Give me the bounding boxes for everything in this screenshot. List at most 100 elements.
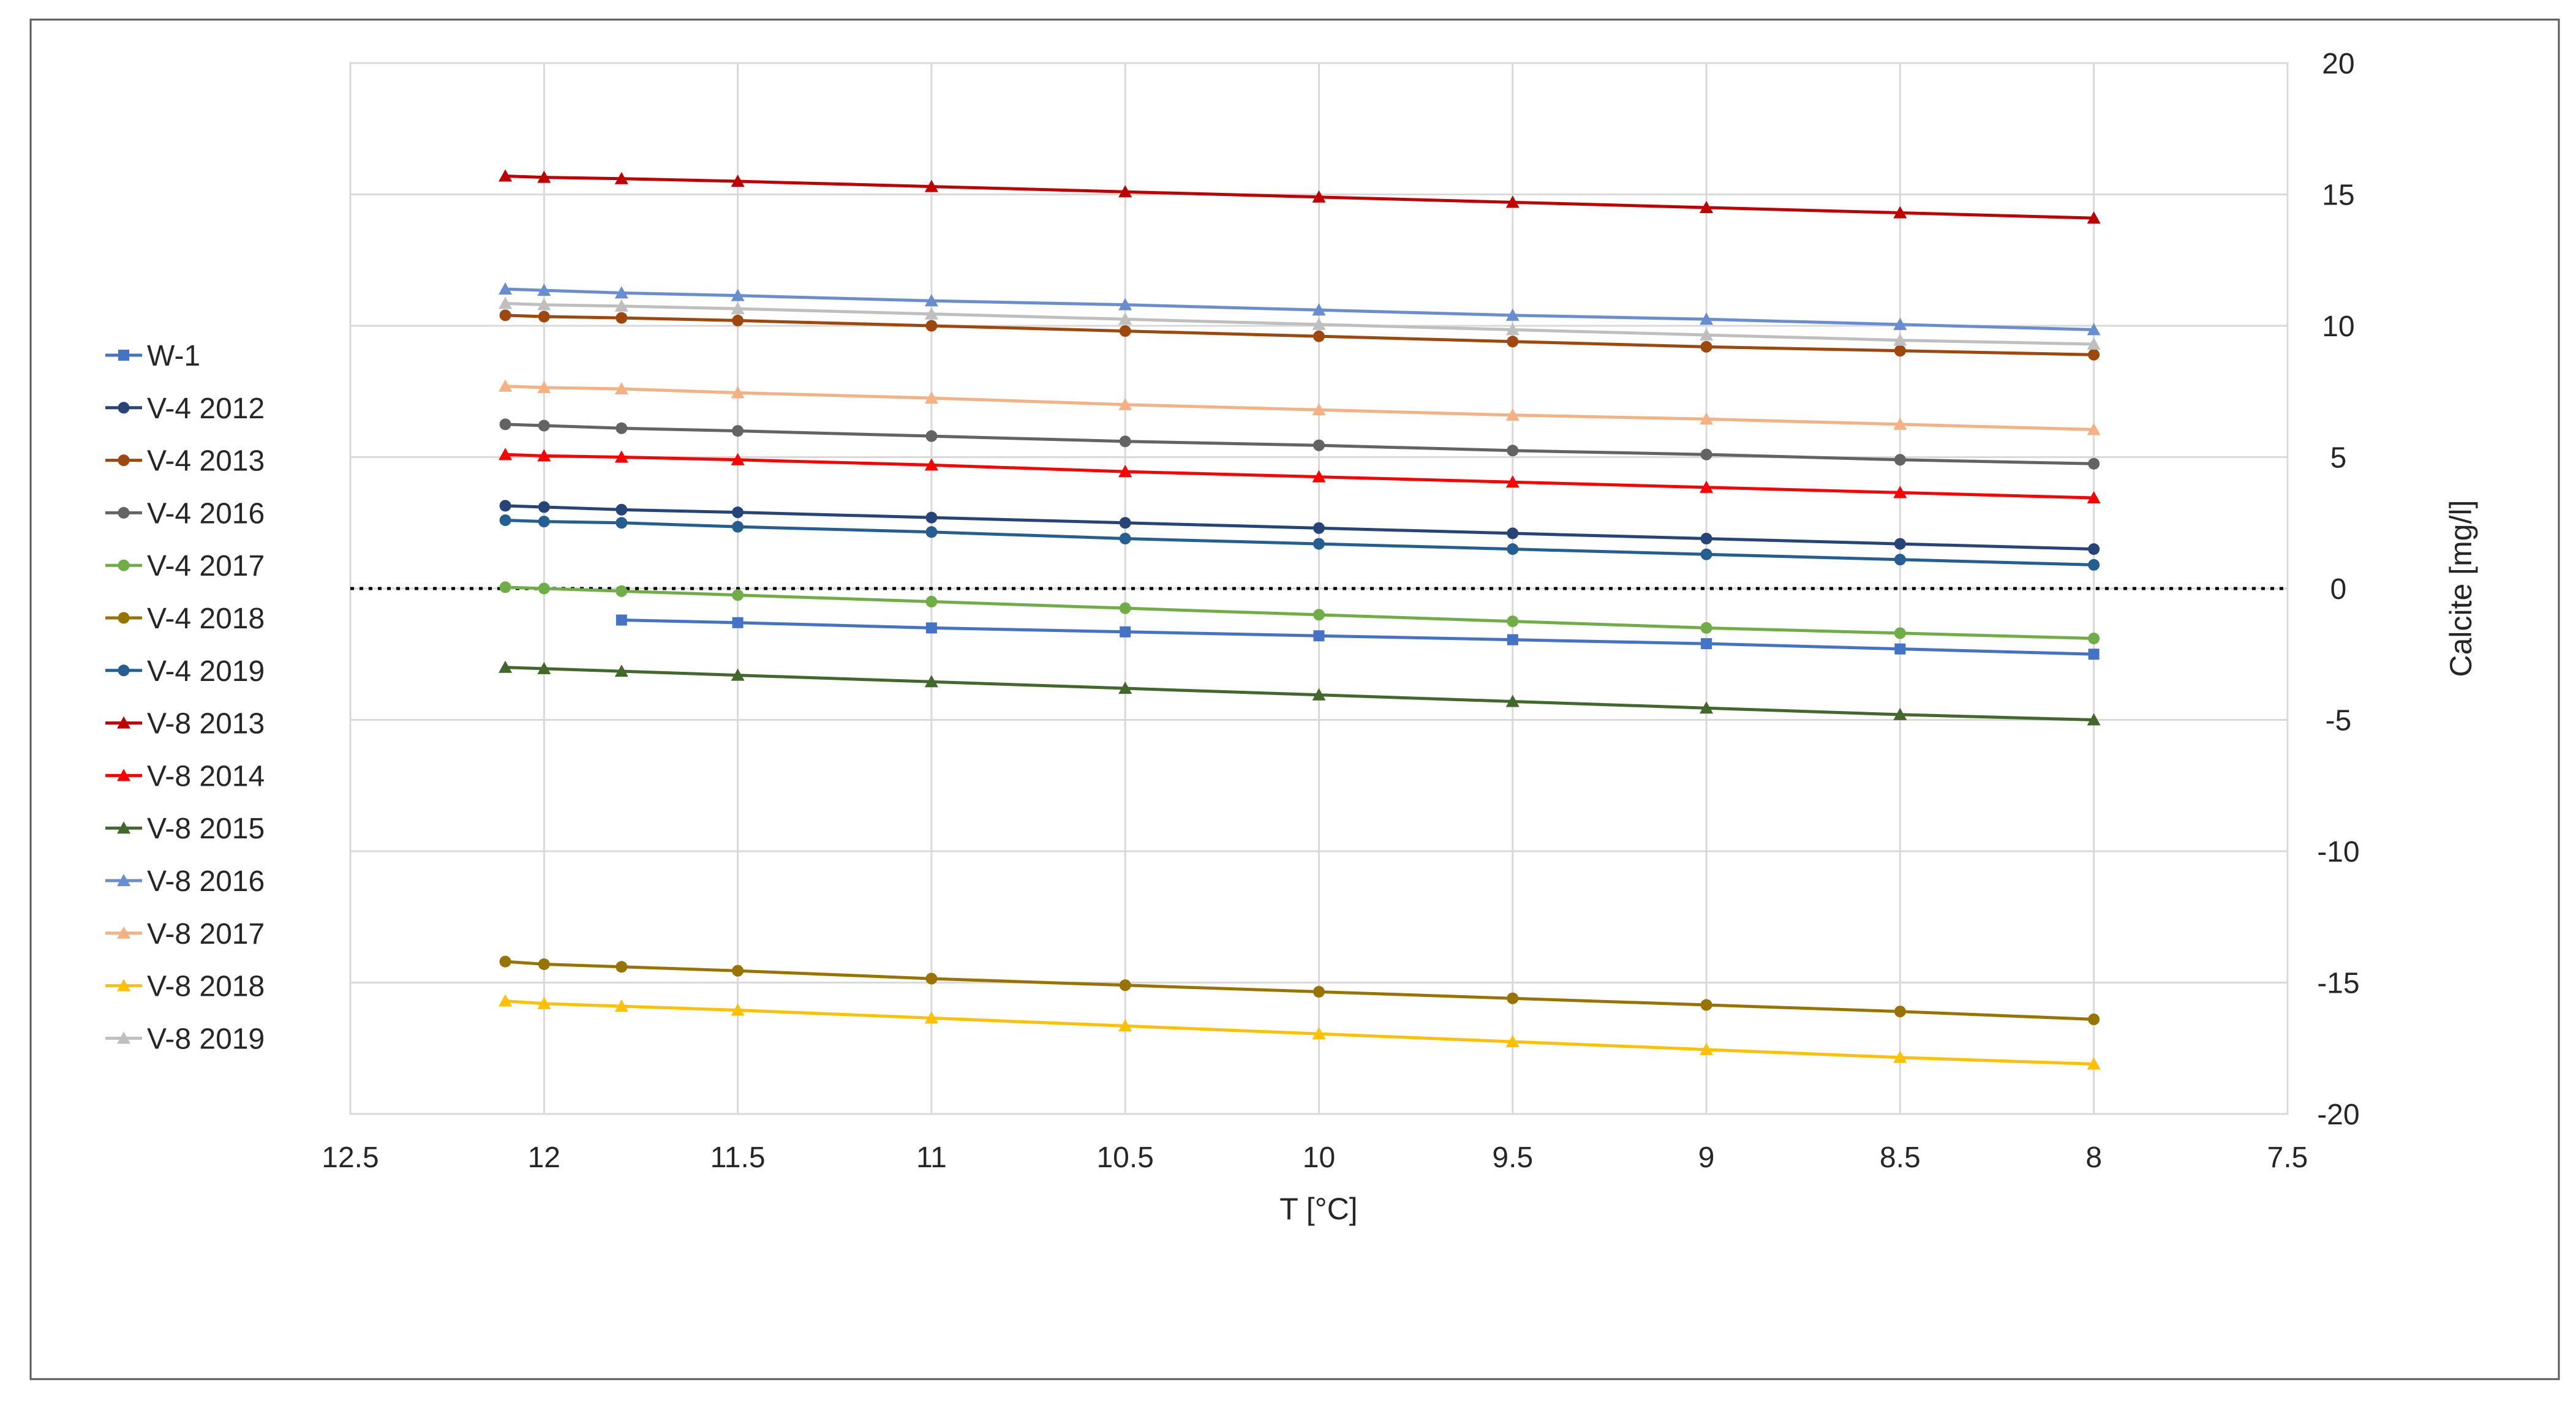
data-point	[1313, 439, 1325, 451]
data-point	[924, 179, 938, 192]
data-point	[614, 664, 628, 677]
data-point	[1312, 303, 1326, 316]
data-point	[499, 581, 511, 593]
series-v-8-2016	[499, 282, 2101, 336]
data-point	[1700, 200, 1714, 213]
x-tick-label: 12	[528, 1142, 560, 1174]
legend-marker	[118, 350, 129, 361]
x-tick-label: 9.5	[1492, 1142, 1533, 1174]
data-point	[1312, 688, 1326, 701]
data-point	[1313, 522, 1325, 534]
data-point	[925, 622, 937, 634]
legend-label: V-8 2018	[147, 971, 265, 1003]
data-point	[1701, 638, 1712, 650]
data-point	[499, 418, 511, 431]
data-point	[1700, 412, 1714, 425]
series-v-8-2013	[499, 169, 2101, 224]
data-point	[732, 425, 744, 437]
data-point	[537, 284, 551, 296]
data-point	[731, 386, 745, 399]
series-w-1	[616, 614, 2100, 660]
data-point	[1119, 435, 1131, 448]
data-point	[2087, 491, 2101, 503]
legend-item: W-1	[105, 340, 200, 372]
data-point	[614, 382, 628, 394]
data-point	[1312, 1027, 1326, 1040]
data-point	[499, 660, 513, 673]
data-point	[731, 453, 745, 465]
data-point	[1893, 317, 1907, 330]
data-point	[616, 517, 628, 529]
data-point	[1507, 336, 1519, 348]
series-v-8-2017	[499, 379, 2101, 435]
legend-marker	[118, 664, 130, 677]
data-point	[1313, 630, 1325, 642]
data-point	[925, 511, 938, 524]
legend-item: V-4 2018	[105, 603, 265, 635]
data-point	[1893, 707, 1907, 720]
y-tick-label: -20	[2317, 1099, 2359, 1131]
legend-marker	[118, 559, 130, 571]
data-point	[538, 501, 550, 513]
data-point	[1312, 470, 1326, 483]
data-point	[614, 286, 628, 299]
data-point	[1505, 1035, 1520, 1048]
data-point	[1118, 1019, 1132, 1032]
data-point	[614, 299, 628, 312]
data-point	[731, 302, 745, 315]
data-point	[538, 419, 550, 432]
data-point	[2087, 1057, 2101, 1070]
data-point	[1894, 454, 1906, 466]
data-point	[1507, 543, 1519, 555]
data-point	[1700, 312, 1714, 325]
data-point	[614, 171, 628, 184]
data-point	[1507, 992, 1519, 1004]
y-tick-label: -15	[2317, 968, 2359, 1000]
x-tick-label: 9	[1698, 1142, 1715, 1174]
data-point	[537, 170, 551, 183]
data-point	[2088, 457, 2100, 470]
legend-label: V-8 2014	[147, 760, 265, 792]
series-v-8-2014	[499, 448, 2101, 503]
legend-item: V-4 2013	[105, 445, 265, 478]
data-point	[1700, 622, 1712, 634]
data-point	[499, 296, 513, 309]
y-tick-label: 20	[2322, 48, 2354, 80]
data-point	[499, 500, 511, 512]
x-tick-label: 12.5	[322, 1142, 378, 1174]
data-point	[1894, 554, 1906, 566]
data-point	[924, 294, 938, 307]
data-point	[2088, 1014, 2100, 1026]
legend-label: V-4 2013	[147, 445, 265, 478]
data-point	[1893, 486, 1907, 498]
data-point	[537, 996, 551, 1009]
data-point	[925, 972, 938, 985]
legend-marker	[117, 874, 130, 886]
data-point	[1119, 325, 1131, 337]
series-v-4-2016	[499, 418, 2100, 470]
data-point	[1700, 328, 1714, 341]
data-point	[499, 448, 513, 461]
data-point	[1313, 538, 1325, 550]
y-tick-label: -5	[2326, 705, 2352, 737]
legend-label: V-8 2013	[147, 708, 265, 740]
legend-marker	[118, 454, 130, 467]
data-point	[1312, 190, 1326, 203]
data-point	[731, 668, 745, 681]
legend-label: V-4 2019	[147, 655, 265, 688]
data-point	[732, 521, 744, 533]
data-point	[1894, 538, 1906, 550]
data-point	[731, 288, 745, 301]
legend-label: V-4 2016	[147, 497, 265, 530]
legend-item: V-8 2015	[105, 813, 265, 845]
chart-area-border	[29, 18, 2560, 1380]
series-v-8-2018	[499, 994, 2101, 1070]
x-tick-label: 8.5	[1880, 1142, 1921, 1174]
legend-marker	[117, 979, 130, 991]
data-point	[731, 175, 745, 187]
legend-item: V-8 2018	[105, 971, 265, 1003]
data-point	[538, 958, 550, 970]
series-v-4-2017	[499, 581, 2100, 645]
series-layer	[499, 169, 2101, 1070]
